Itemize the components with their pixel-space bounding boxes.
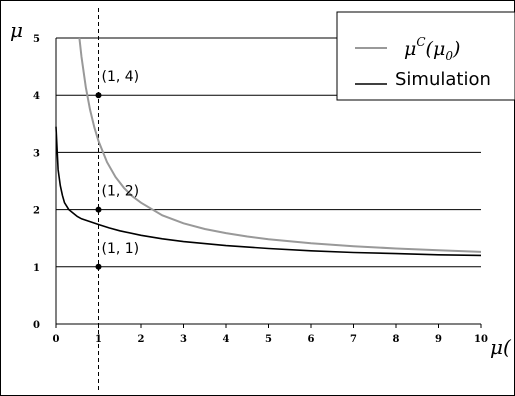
x-tick-label: 7 <box>350 334 357 345</box>
x-tick-label: 4 <box>223 334 230 345</box>
point-label: (1, 1) <box>102 241 140 257</box>
legend-label-muC: μC(μ0) <box>404 35 460 63</box>
point-label: (1, 4) <box>102 69 140 85</box>
y-tick-label: 2 <box>33 206 40 217</box>
x-axis-label: μ( <box>490 335 512 359</box>
legend-label-simulation: Simulation <box>395 69 491 90</box>
point-marker <box>95 92 102 99</box>
x-tick-label: 8 <box>393 334 400 345</box>
y-tick-label: 1 <box>33 263 40 274</box>
x-tick-label: 5 <box>265 334 272 345</box>
x-tick-label: 2 <box>138 334 145 345</box>
y-tick-label: 5 <box>33 34 40 45</box>
y-tick-label: 0 <box>33 320 40 331</box>
series-layer <box>55 37 482 257</box>
x-tick-label: 6 <box>308 334 315 345</box>
x-tick-label: 9 <box>435 334 442 345</box>
tick-labels: 0 1 2 3 4 5 0 1 2 3 4 5 6 7 8 9 10 <box>33 34 488 345</box>
x-tick-label: 1 <box>95 334 102 345</box>
x-tick-label: 0 <box>53 334 60 345</box>
annotated-points: (1, 4) (1, 2) (1, 1) <box>95 69 140 270</box>
point-marker <box>95 263 102 270</box>
simulation-curve <box>55 126 482 257</box>
y-tick-label: 3 <box>33 148 40 159</box>
point-marker <box>95 206 102 213</box>
y-tick-label: 4 <box>33 91 40 102</box>
legend: μC(μ0) Simulation <box>336 11 515 101</box>
x-tick-label: 3 <box>180 334 187 345</box>
y-axis-label: μ <box>10 18 23 42</box>
muc-curve <box>78 37 482 253</box>
point-label: (1, 2) <box>102 184 140 200</box>
legend-box <box>336 11 515 101</box>
x-tick-label: 10 <box>474 334 488 345</box>
